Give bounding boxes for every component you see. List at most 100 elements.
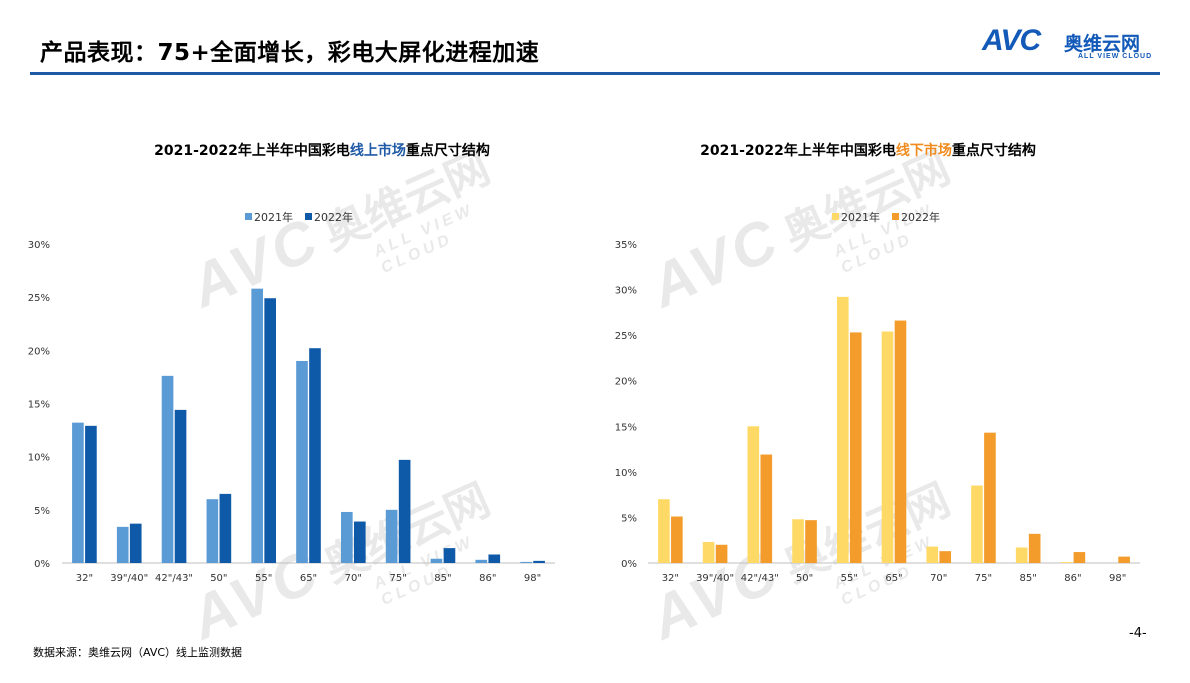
bar	[174, 409, 187, 563]
logo-chinese-name: 奥维云网	[1064, 33, 1141, 55]
x-tick-label: 32"	[76, 573, 93, 584]
avc-logo: AVC 奥维云网 ALL VIEW CLOUD	[982, 24, 1160, 66]
y-tick-label: 30%	[615, 286, 637, 297]
bar	[792, 519, 804, 563]
bar	[340, 511, 353, 563]
x-tick-label: 86"	[1064, 573, 1081, 584]
bar	[443, 548, 456, 563]
legend: 2021年 2022年	[245, 210, 353, 224]
y-tick-label: 15%	[28, 400, 50, 411]
bar	[760, 454, 773, 563]
bar	[747, 426, 760, 563]
legend-swatch	[305, 213, 312, 220]
bar	[984, 432, 996, 563]
bar	[161, 375, 174, 563]
x-tick-label: 50"	[796, 573, 813, 584]
bar	[971, 485, 983, 563]
x-tick-label: 42"/43"	[155, 573, 193, 584]
legend-label: 2021年	[841, 210, 880, 224]
chart-1: 2021-2022年上半年中国彩电线上市场重点尺寸结构 2021年 2022年 0% 5…	[28, 142, 555, 584]
bar	[85, 425, 97, 563]
x-tick-label: 50"	[210, 573, 227, 584]
y-tick-label: 20%	[28, 346, 50, 357]
bar	[881, 331, 894, 563]
title-divider	[30, 72, 1160, 75]
chart-title-highlight: 线下市场	[896, 142, 952, 159]
legend-swatch	[892, 213, 899, 220]
chart-title-part: 重点尺寸结构	[406, 142, 490, 159]
x-tick-label: 39"/40"	[110, 573, 148, 584]
bar	[1015, 547, 1028, 563]
bar	[1028, 533, 1041, 563]
x-tick-label: 98"	[524, 573, 541, 584]
legend-label: 2022年	[314, 210, 353, 224]
y-tick-label: 10%	[28, 453, 50, 464]
chart-2: 2021-2022年上半年中国彩电线下市场重点尺寸结构 2021年 2022年 0% 5…	[615, 142, 1140, 584]
page-title: 产品表现：75+全面增长，彩电大屏化进程加速	[40, 40, 540, 66]
data-source-note: 数据来源：奥维云网（AVC）线上监测数据	[33, 646, 243, 659]
y-tick-label: 30%	[28, 240, 50, 251]
bar	[939, 551, 952, 563]
chart-title-highlight: 线上市场	[350, 142, 406, 159]
bar	[658, 499, 670, 563]
chart-title-part: 2021-2022年上半年中国彩电	[700, 142, 896, 159]
bar	[1060, 562, 1073, 563]
legend-swatch	[832, 213, 839, 220]
y-tick-label: 0%	[34, 559, 50, 570]
bar	[296, 360, 308, 563]
bar	[398, 459, 411, 563]
y-tick-label: 25%	[28, 293, 50, 304]
bar	[251, 288, 264, 563]
bar	[129, 523, 142, 563]
legend: 2021年 2022年	[832, 210, 940, 224]
y-tick-label: 5%	[34, 506, 50, 517]
y-tick-label: 25%	[615, 331, 637, 342]
bar	[264, 298, 277, 563]
x-tick-label: 85"	[434, 573, 451, 584]
x-tick-label: 42"/43"	[741, 573, 779, 584]
logo-mark: AVC	[982, 24, 1041, 57]
bar	[309, 348, 321, 563]
y-tick-label: 20%	[615, 377, 637, 388]
bar	[206, 499, 219, 563]
y-tick-label: 15%	[615, 422, 637, 433]
bar	[805, 520, 817, 563]
chart-title: 2021-2022年上半年中国彩电线上市场重点尺寸结构	[154, 142, 490, 159]
x-tick-label: 98"	[1109, 573, 1126, 584]
x-tick-label: 75"	[389, 573, 406, 584]
x-tick-label: 55"	[255, 573, 272, 584]
bar	[533, 560, 545, 563]
x-tick-label: 70"	[930, 573, 947, 584]
bar	[671, 516, 683, 563]
bar	[849, 332, 862, 563]
x-tick-label: 86"	[479, 573, 496, 584]
bar	[715, 544, 728, 563]
chart-title-part: 重点尺寸结构	[952, 142, 1036, 159]
bar	[702, 542, 715, 563]
legend-label: 2021年	[254, 210, 293, 224]
x-tick-label: 32"	[662, 573, 679, 584]
x-tick-label: 65"	[885, 573, 902, 584]
bar	[488, 554, 501, 563]
y-tick-label: 0%	[621, 559, 637, 570]
bar	[1073, 552, 1086, 563]
y-tick-label: 10%	[615, 468, 637, 479]
x-tick-label: 75"	[975, 573, 992, 584]
chart-title-part: 2021-2022年上半年中国彩电	[154, 142, 350, 159]
bar	[219, 493, 232, 563]
bar	[385, 509, 398, 563]
y-tick-label: 5%	[621, 513, 637, 524]
legend-swatch	[245, 213, 252, 220]
bar	[894, 320, 907, 563]
bar	[72, 422, 84, 563]
chart-title: 2021-2022年上半年中国彩电线下市场重点尺寸结构	[700, 142, 1036, 159]
bar	[926, 546, 939, 563]
bar	[353, 521, 366, 563]
x-tick-label: 85"	[1020, 573, 1037, 584]
x-tick-label: 70"	[345, 573, 362, 584]
bar	[430, 558, 443, 563]
x-tick-label: 65"	[300, 573, 317, 584]
page-number: -4-	[1129, 626, 1147, 641]
bar	[520, 561, 532, 563]
